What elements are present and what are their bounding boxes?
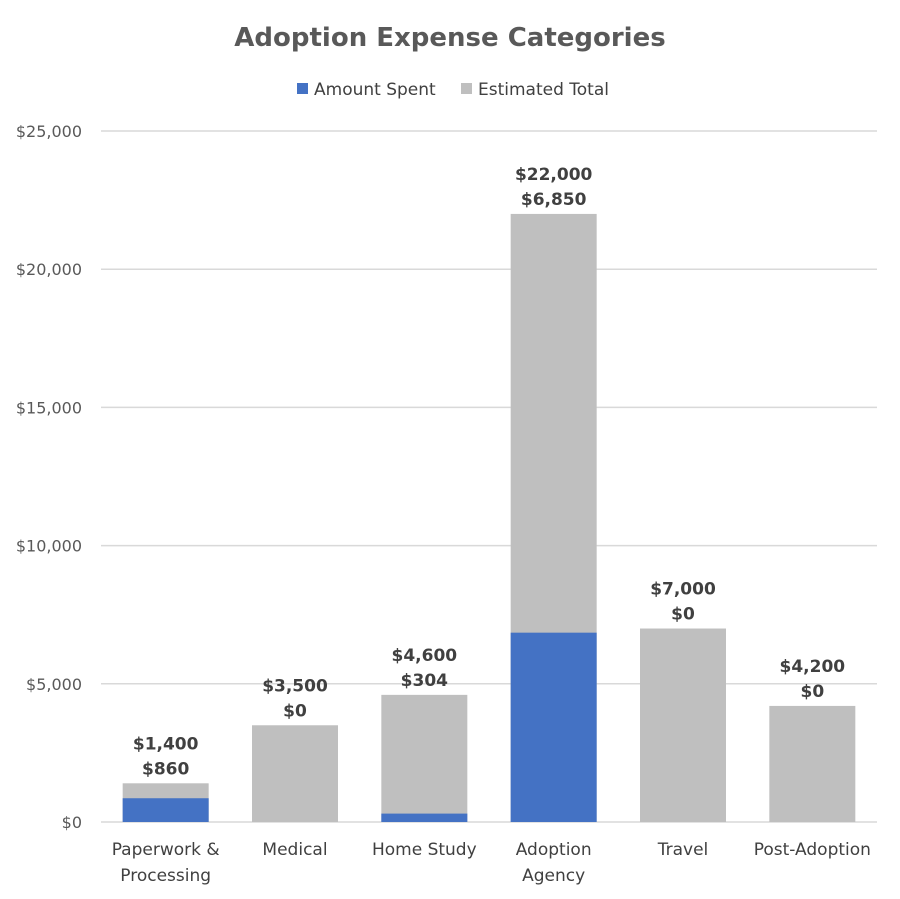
y-tick-label: $0 <box>62 813 82 832</box>
data-label-amount-spent: $6,850 <box>521 190 587 210</box>
y-axis: $0 $5,000 $10,000 $15,000 $20,000 $25,000 <box>16 122 82 832</box>
bar-estimated-total-post-adoption <box>769 705 856 822</box>
data-label-estimated-total: $7,000 <box>650 580 716 600</box>
data-label-estimated-total: $4,600 <box>392 646 458 666</box>
x-tick-label: Paperwork & <box>112 840 220 860</box>
bar-amount-spent-home-study <box>381 813 468 822</box>
y-tick-label: $25,000 <box>16 122 82 141</box>
legend-label-estimated-total: Estimated Total <box>478 80 609 100</box>
data-label-amount-spent: $304 <box>401 671 448 691</box>
data-label-amount-spent: $860 <box>142 759 189 779</box>
data-labels: $1,400 $860 $3,500 $0 $4,600 $304 $22,000 $6,85… <box>133 165 845 779</box>
data-label-amount-spent: $0 <box>671 605 695 625</box>
y-tick-label: $5,000 <box>26 675 82 694</box>
data-label-estimated-total: $3,500 <box>262 676 328 696</box>
x-tick-label: Post-Adoption <box>754 840 871 860</box>
bar-estimated-total-home-study <box>381 694 468 822</box>
bar-amount-spent-adoption-agency <box>510 632 597 822</box>
data-label-estimated-total: $22,000 <box>515 165 593 185</box>
legend-swatch-estimated-total <box>461 83 472 94</box>
legend: Amount Spent Estimated Total <box>297 80 609 100</box>
legend-swatch-amount-spent <box>297 83 308 94</box>
data-label-amount-spent: $0 <box>283 701 307 721</box>
bar-amount-spent-paperwork-processing <box>122 798 209 822</box>
bars <box>122 213 856 823</box>
gridlines <box>101 130 877 823</box>
chart-title: Adoption Expense Categories <box>234 23 665 53</box>
bar-estimated-total-medical <box>252 725 338 822</box>
y-tick-label: $15,000 <box>16 398 82 417</box>
y-tick-label: $20,000 <box>16 260 82 279</box>
x-tick-label: Processing <box>120 866 211 886</box>
x-axis: Paperwork & Processing Medical Home Study Ad… <box>112 840 871 886</box>
y-tick-label: $10,000 <box>16 537 82 556</box>
bar-estimated-total-travel <box>640 628 726 822</box>
data-label-estimated-total: $1,400 <box>133 734 199 754</box>
x-tick-label: Agency <box>522 866 585 886</box>
data-label-estimated-total: $4,200 <box>780 657 846 677</box>
x-tick-label: Home Study <box>372 840 477 860</box>
x-tick-label: Travel <box>657 840 709 860</box>
legend-label-amount-spent: Amount Spent <box>314 80 436 100</box>
x-tick-label: Medical <box>262 840 327 860</box>
x-tick-label: Adoption <box>516 840 592 860</box>
data-label-amount-spent: $0 <box>800 682 824 702</box>
